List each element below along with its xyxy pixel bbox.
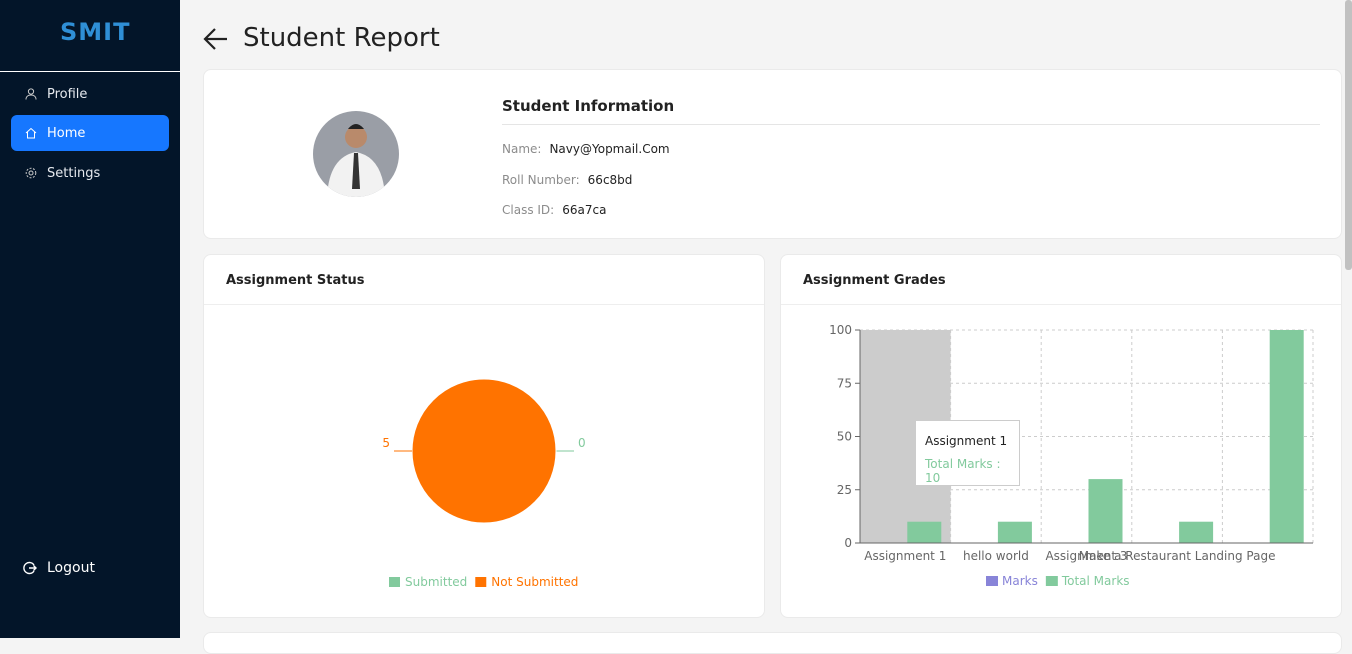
- bar-chart: 0 25 50 75 100 Assignment 1 hello world Assignm…: [829, 323, 1314, 588]
- logout-label: Logout: [47, 560, 95, 576]
- status-card: Assignment Status 0 5 Submitted Not Submitt…: [203, 254, 765, 618]
- x-tick-label: Assignment 3: [1045, 549, 1127, 563]
- field-value: 66c8bd: [587, 172, 633, 187]
- data-label: 0: [578, 436, 586, 450]
- field-label: Name:: [502, 142, 542, 156]
- legend-label: Submitted: [405, 575, 467, 589]
- field-label: Class ID:: [502, 203, 555, 217]
- legend: Marks Total Marks: [986, 574, 1130, 588]
- nav-item[interactable]: Settings: [11, 155, 169, 191]
- nav-label: Settings: [47, 165, 101, 181]
- pie-chart: 0 5 Submitted Not Submitted: [382, 378, 586, 589]
- x-tick-label: Make a Restaurant Landing Page: [1079, 549, 1276, 563]
- card-title: Assignment Grades: [781, 255, 1341, 305]
- data-label: 5: [382, 436, 390, 450]
- back-arrow[interactable]: [203, 27, 229, 51]
- y-tick-label: 50: [837, 430, 852, 444]
- sidebar: SMIT Profile Home Settings Logout: [0, 0, 180, 638]
- divider: [502, 124, 1320, 125]
- field-label: Roll Number:: [502, 172, 580, 187]
- x-tick-label: Assignment 1: [864, 549, 946, 563]
- field-value: Navy@Yopmail.Com: [549, 142, 670, 156]
- y-tick-label: 25: [837, 483, 852, 497]
- bar: [1179, 521, 1214, 543]
- legend-swatch: [389, 577, 400, 587]
- bar: [997, 521, 1032, 543]
- pie-slice: [411, 378, 557, 524]
- info-row: Class ID: 66a7ca: [502, 199, 670, 230]
- nav-label: Profile: [47, 86, 88, 102]
- info-fields: Name: Navy@Yopmail.Com Roll Number: 66c8bd C…: [502, 138, 670, 230]
- info-title: Student Information: [502, 97, 675, 115]
- bar: [907, 521, 942, 543]
- card-title: Assignment Status: [204, 255, 764, 305]
- logo: SMIT: [60, 18, 131, 46]
- legend-label: Not Submitted: [491, 575, 578, 589]
- tooltip-item: Total Marks10: [925, 457, 1019, 485]
- avatar: [313, 111, 399, 197]
- y-tick-label: 75: [837, 376, 852, 390]
- legend-label: Total Marks: [1061, 574, 1130, 588]
- info-row: Name: Navy@Yopmail.Com: [502, 138, 670, 169]
- bar: [1088, 479, 1123, 543]
- page-title: Student Report: [243, 23, 440, 53]
- legend-swatch: [475, 577, 487, 587]
- legend-label: Marks: [1002, 574, 1038, 588]
- y-tick-label: 100: [829, 323, 852, 337]
- y-tick-label: 0: [844, 536, 852, 550]
- next-card: [203, 632, 1342, 654]
- x-tick-label: hello world: [963, 549, 1029, 563]
- bar: [1269, 330, 1304, 543]
- tooltip: Assignment 1 Total Marks10: [915, 420, 1020, 486]
- legend-swatch: [1045, 576, 1058, 586]
- legend: Submitted Not Submitted: [389, 575, 578, 589]
- legend-swatch: [986, 576, 998, 586]
- divider: [0, 71, 180, 72]
- nav-item[interactable]: Profile: [11, 76, 169, 112]
- tooltip-series: Total Marks: [925, 457, 1001, 471]
- info-card: Student Information Name: Navy@Yopmail.Co…: [203, 69, 1342, 239]
- nav-item[interactable]: Home: [11, 115, 169, 151]
- info-row: Roll Number: 66c8bd: [502, 169, 670, 200]
- field-value: 66a7ca: [562, 203, 607, 217]
- scrollbar[interactable]: [1345, 0, 1352, 270]
- logout[interactable]: Logout: [11, 550, 169, 586]
- nav-label: Home: [47, 125, 86, 141]
- tooltip-title: Assignment 1: [925, 434, 1008, 448]
- tooltip-value: 10: [925, 471, 941, 485]
